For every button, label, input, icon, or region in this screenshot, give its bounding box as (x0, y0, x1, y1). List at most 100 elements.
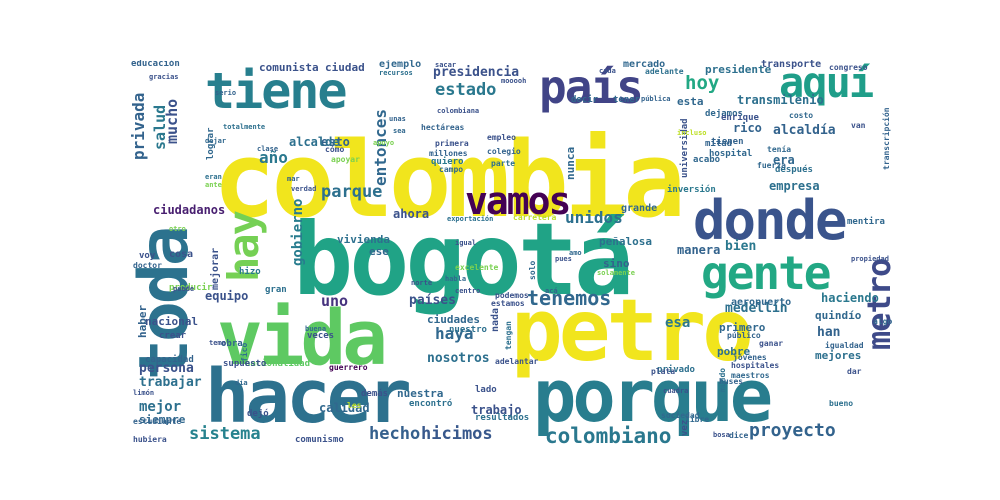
cloud-word: resultados (475, 413, 530, 423)
cloud-word: alcaldía (773, 123, 836, 138)
cloud-word: cuadra (663, 387, 689, 395)
cloud-word: donde (693, 189, 848, 252)
cloud-word: mejor (139, 399, 182, 415)
cloud-word: norte (411, 279, 433, 287)
cloud-word: país (539, 60, 644, 114)
cloud-word: gobierno (290, 198, 306, 266)
cloud-word: haciendo (821, 291, 879, 305)
cloud-word: mundo (718, 367, 727, 392)
cloud-word: presidente (705, 63, 772, 76)
cloud-word: recursos (379, 69, 413, 77)
cloud-word: fico (240, 342, 249, 362)
cloud-word: totalmente (223, 123, 266, 131)
cloud-word: fuerza (757, 161, 786, 170)
cloud-word: primera (435, 139, 469, 148)
cloud-word: ciudad (325, 61, 365, 74)
cloud-word: presidencia (433, 65, 520, 80)
cloud-word: privado (657, 365, 695, 375)
cloud-word: transporte (761, 60, 822, 70)
cloud-word: trabajar (139, 375, 202, 390)
cloud-word: gente (701, 246, 831, 300)
cloud-word: cómo (325, 145, 345, 154)
cloud-word: gran (265, 285, 287, 295)
cloud-word: incluso (677, 129, 707, 137)
cloud-word: capacidad (145, 355, 194, 365)
cloud-word: pues (555, 255, 572, 263)
cloud-word: unas (389, 115, 406, 123)
cloud-word: grande (621, 203, 658, 214)
cloud-word: unidos (565, 208, 623, 227)
cloud-word: guerrero (329, 363, 368, 372)
cloud-word: tienen (711, 137, 744, 147)
cloud-word: nada (490, 307, 501, 332)
cloud-word: mar (287, 175, 300, 183)
cloud-word: serio (215, 89, 237, 97)
cloud-word: nosotros (427, 351, 490, 366)
cloud-word: mejorar (210, 247, 221, 290)
cloud-word: hubiera (133, 435, 167, 444)
cloud-word: doctor (133, 261, 162, 270)
cloud-word: ejemplo (379, 60, 422, 70)
cloud-word: entonces (371, 108, 390, 186)
cloud-word: crear (159, 331, 187, 341)
cloud-word: calidad (319, 401, 370, 415)
cloud-word: transcripción (882, 107, 891, 170)
cloud-word: mentira (847, 217, 885, 227)
cloud-word: les (347, 401, 362, 410)
cloud-word: voy (139, 251, 156, 261)
cloud-word: tiene (205, 62, 348, 120)
cloud-word: supuesto (223, 359, 267, 369)
cloud-word: manera (677, 243, 721, 257)
cloud-word: propiedad (851, 255, 889, 263)
cloud-word: mejores (815, 349, 862, 362)
cloud-word: colombiano (545, 424, 672, 447)
cloud-word: tener (613, 95, 641, 105)
cloud-word: hacer (205, 354, 412, 440)
cloud-word: colombia (213, 119, 686, 241)
cloud-word: amo (569, 249, 582, 257)
cloud-word: hospitales (731, 361, 780, 370)
cloud-word: hospital (709, 149, 753, 159)
cloud-word: podemos (495, 291, 529, 300)
cloud-word: algo (873, 317, 893, 326)
cloud-word: era (773, 153, 795, 167)
cloud-word: dejó (247, 409, 269, 419)
cloud-word: bueno (829, 399, 854, 408)
cloud-word: solamente (597, 269, 635, 277)
cloud-word: dejar (205, 137, 227, 145)
cloud-word: después (775, 165, 813, 175)
cloud-word: empresa (769, 179, 820, 193)
cloud-word: esto (321, 135, 350, 149)
cloud-word: jóvenes (733, 353, 767, 362)
cloud-word: enrique (721, 113, 759, 123)
cloud-word: haya (435, 324, 474, 343)
cloud-word: habla (445, 275, 467, 283)
cloud-word: comunismo (295, 435, 344, 445)
cloud-word: puede (173, 285, 195, 293)
cloud-word: ciudades (427, 313, 480, 326)
cloud-word: vivienda (337, 233, 390, 246)
cloud-word: tengan (504, 321, 513, 350)
cloud-word: tenía (767, 145, 792, 154)
cloud-word: lado (475, 385, 497, 395)
cloud-word: bosa (713, 431, 730, 439)
cloud-word: producir (169, 283, 213, 293)
cloud-word: congreso (829, 63, 868, 72)
cloud-word: colombiana (437, 107, 480, 115)
cloud-word: salud (151, 104, 169, 150)
cloud-word: decir (571, 95, 599, 105)
cloud-word: igual (455, 239, 477, 247)
cloud-word: quiero (431, 157, 464, 167)
cloud-word: uno (321, 292, 349, 310)
cloud-word: rico (733, 121, 762, 135)
cloud-word: adelantar (495, 357, 539, 366)
cloud-word: vida (217, 293, 388, 382)
cloud-word: sino (603, 257, 630, 270)
cloud-word: solo (528, 260, 537, 280)
cloud-word: porque (533, 354, 773, 438)
cloud-word: estado (435, 80, 497, 100)
cloud-word: inversión (667, 185, 716, 195)
cloud-word: persona (139, 361, 194, 376)
cloud-word: haber (136, 304, 149, 338)
cloud-word: igualdad (825, 341, 864, 350)
